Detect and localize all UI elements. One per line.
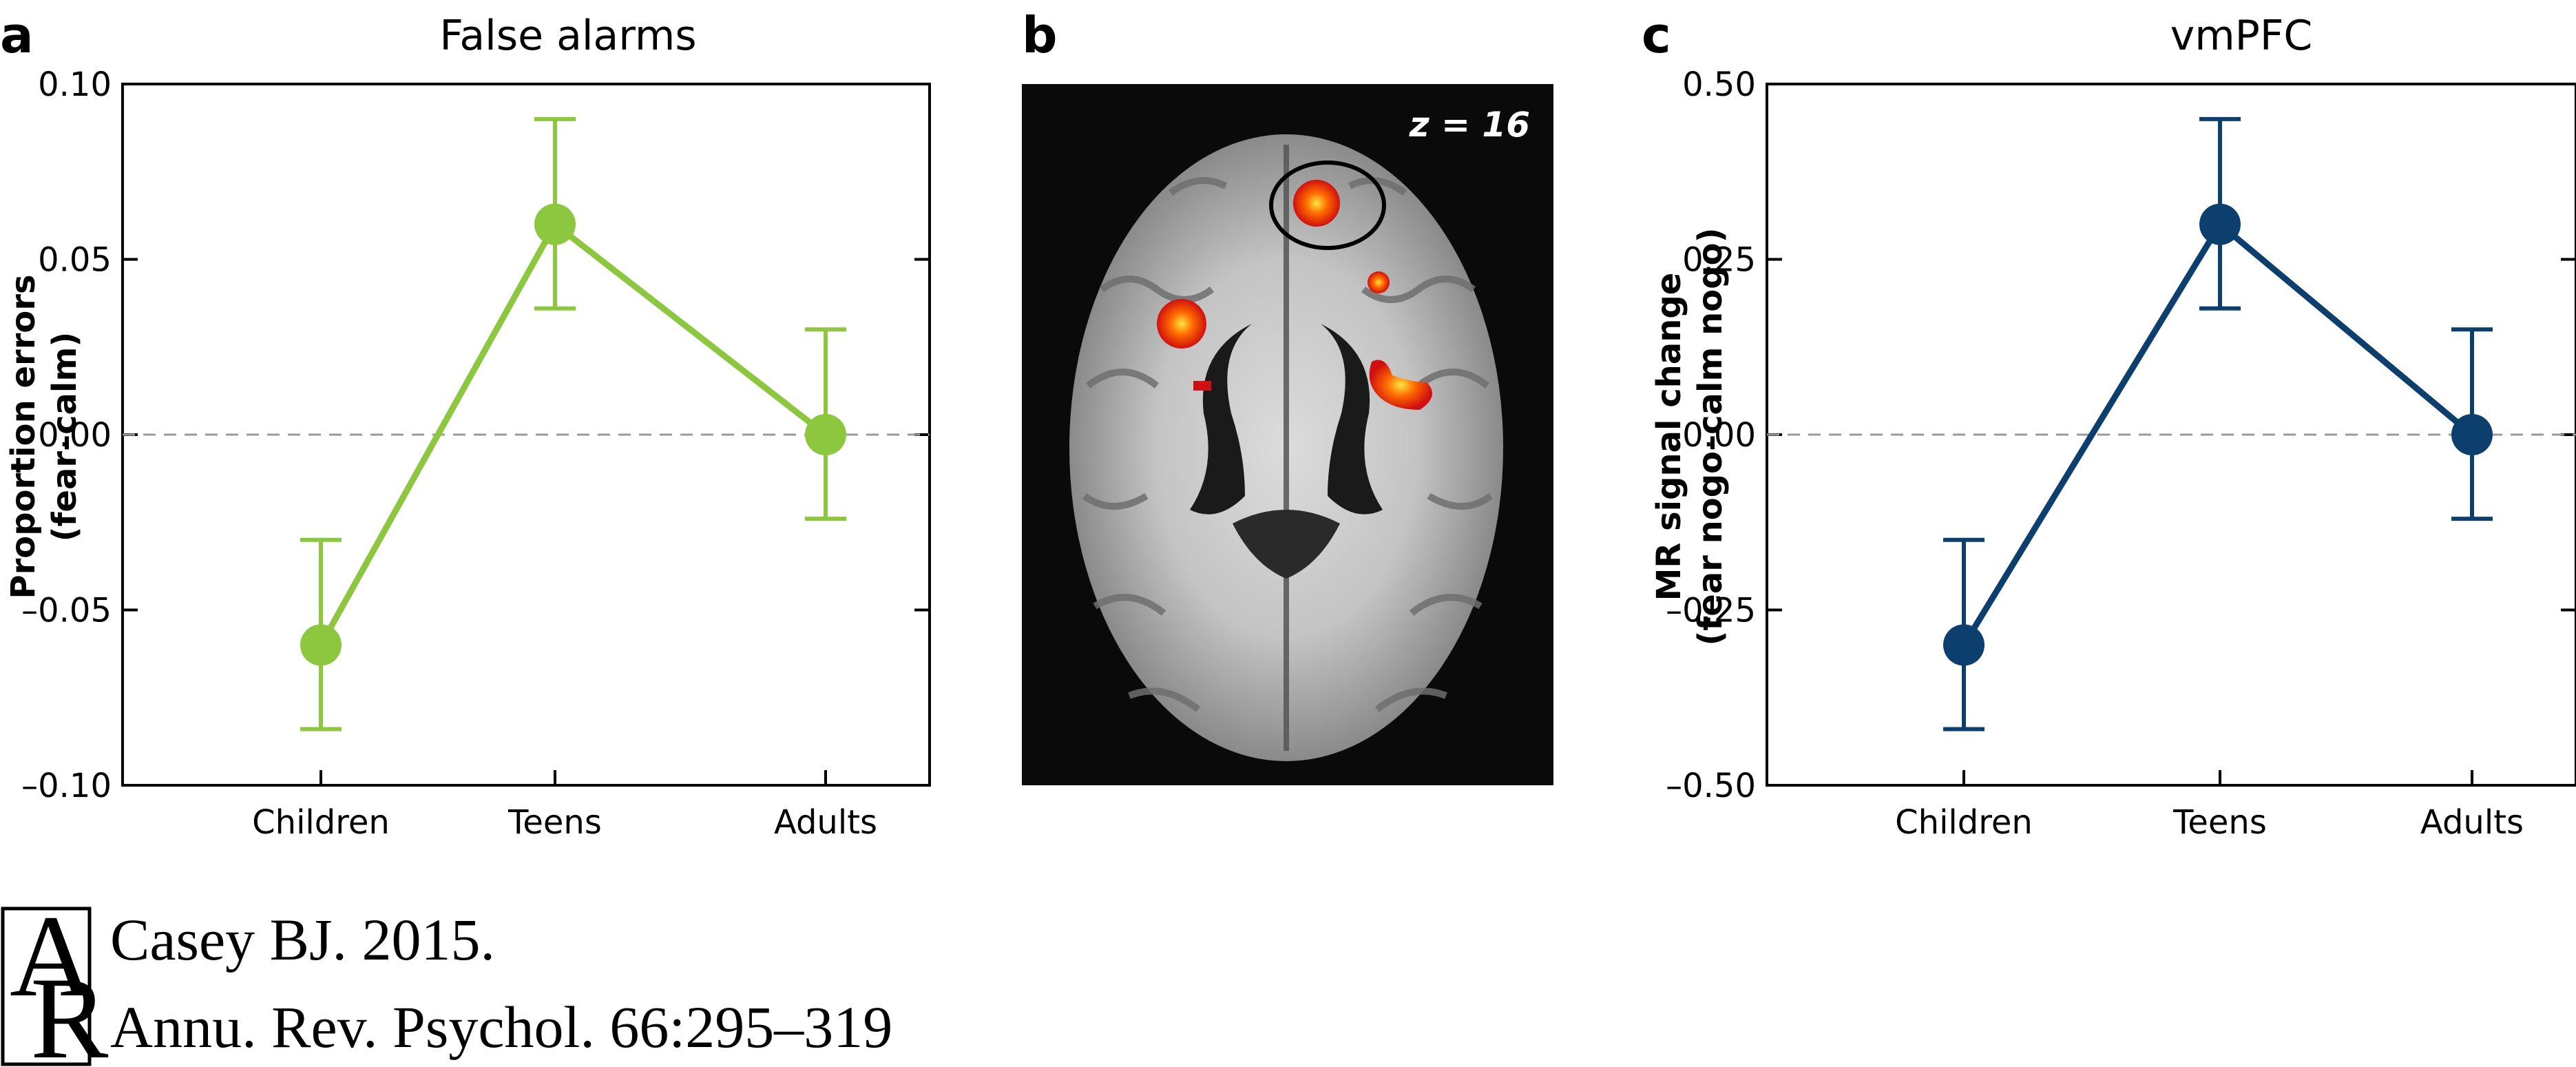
slice-label: z = 16 (1409, 105, 1530, 145)
y-tick-label: –0.25 (1666, 592, 1756, 630)
data-point (2199, 203, 2241, 245)
data-point (2451, 414, 2493, 455)
brain-image: z = 16 (1022, 84, 1553, 785)
citation-line-2: Annu. Rev. Psychol. 66:295–319 (110, 994, 892, 1060)
y-tick-label: –0.50 (1666, 767, 1756, 805)
data-point (534, 203, 576, 245)
y-tick-label: 0.50 (1682, 65, 1756, 104)
y-tick-label: –0.10 (21, 767, 112, 805)
citation: A R Casey BJ. 2015. Annu. Rev. Psychol. … (1, 891, 892, 1067)
y-axis-label-line2: (fear nogo–calm nogo) (1691, 227, 1730, 645)
panel-letter-a: a (0, 6, 34, 64)
y-tick-label: 0.10 (38, 65, 112, 104)
y-axis-label-line1: Proportion errors (4, 274, 43, 599)
ar-logo: A R (1, 891, 109, 1067)
y-axis-label-line2: (fear–calm) (45, 332, 84, 542)
chart-vmpfc: vmPFC MR signal change (fear nogo–calm n… (1650, 12, 2576, 842)
panel-letter-b: b (1022, 6, 1058, 64)
y-tick-label: 0.00 (38, 416, 112, 455)
x-tick-label: Adults (2420, 803, 2524, 842)
data-point (300, 624, 342, 666)
y-axis-label-line1: MR signal change (1650, 273, 1688, 601)
y-tick-label: –0.05 (21, 592, 112, 630)
chart-title: False alarms (439, 12, 696, 60)
x-tick-label: Children (1895, 803, 2033, 842)
chart-title: vmPFC (2170, 12, 2313, 60)
chart-false-alarms: False alarms Proportion errors (fear–cal… (4, 12, 931, 842)
x-tick-label: Teens (2172, 803, 2267, 842)
y-tick-label: 0.25 (1682, 241, 1756, 280)
data-point (805, 414, 846, 455)
x-tick-label: Adults (774, 803, 877, 842)
svg-text:R: R (30, 953, 109, 1067)
citation-line-1: Casey BJ. 2015. (110, 907, 495, 973)
y-tick-label: 0.00 (1682, 416, 1756, 455)
x-tick-label: Teens (507, 803, 602, 842)
svg-text:A: A (10, 891, 94, 1021)
data-point (1943, 624, 1985, 666)
x-tick-label: Children (252, 803, 390, 842)
panel-letter-c: c (1642, 6, 1671, 64)
y-tick-label: 0.05 (38, 241, 112, 280)
